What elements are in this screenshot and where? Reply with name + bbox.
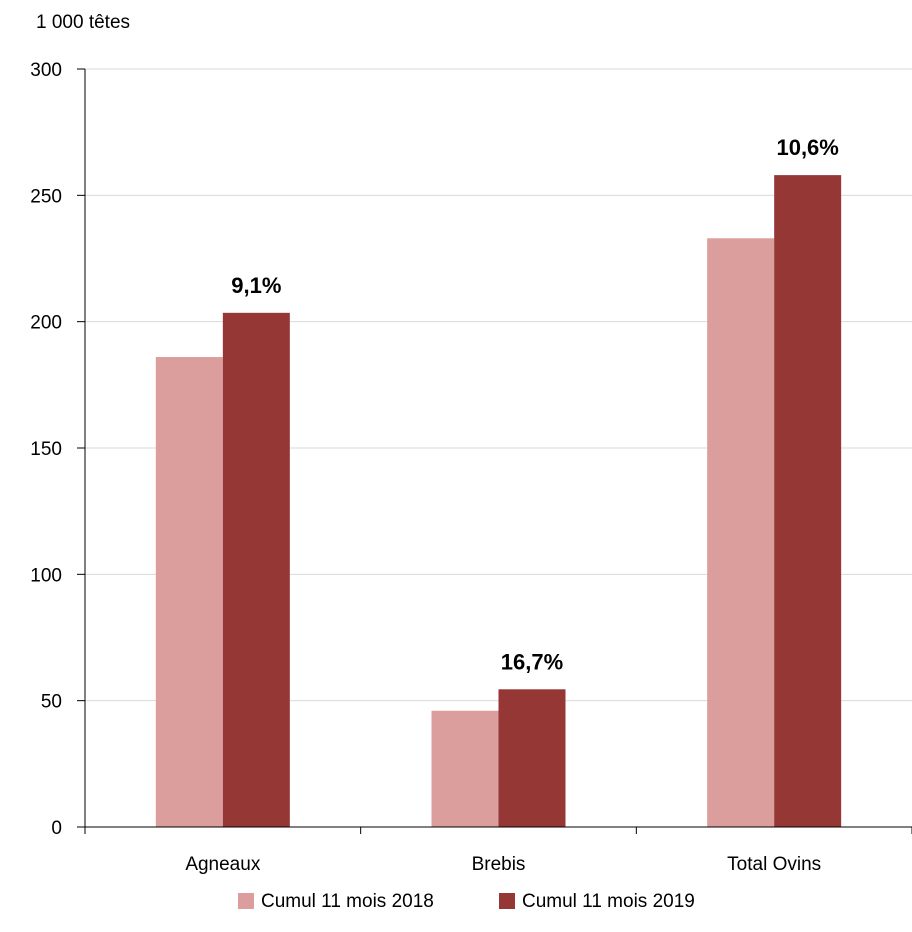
legend-label: Cumul 11 mois 2018 — [261, 891, 434, 912]
legend-swatch — [499, 893, 515, 909]
y-unit-label: 1 000 têtes — [36, 12, 130, 33]
y-tick-label: 0 — [51, 818, 62, 839]
legend-swatch — [238, 893, 254, 909]
bar-2018 — [155, 357, 223, 827]
bar-2019 — [222, 312, 290, 827]
change-label: 9,1% — [231, 273, 281, 298]
legend: Cumul 11 mois 2018 Cumul 11 mois 2019 — [238, 891, 695, 912]
bar-2018 — [431, 710, 499, 827]
x-tick-label: Total Ovins — [727, 854, 821, 875]
x-axis: Agneaux Brebis Total Ovins — [84, 826, 912, 875]
x-tick-label: Brebis — [472, 854, 526, 875]
y-axis: 0 50 100 150 200 250 300 — [30, 60, 86, 839]
y-tick-label: 300 — [30, 60, 62, 81]
change-label: 10,6% — [776, 135, 838, 160]
x-tick-label: Agneaux — [185, 854, 261, 875]
change-labels: 9,1% 16,7% 10,6% — [231, 135, 839, 674]
bar-2019 — [774, 175, 842, 827]
bar-2019 — [498, 689, 566, 827]
y-tick-label: 150 — [30, 439, 62, 460]
bars — [155, 175, 842, 827]
y-tick-label: 50 — [41, 692, 62, 713]
change-label: 16,7% — [501, 649, 563, 674]
y-tick-label: 200 — [30, 313, 62, 334]
legend-label: Cumul 11 mois 2019 — [522, 891, 695, 912]
y-tick-label: 250 — [30, 186, 62, 207]
y-tick-label: 100 — [30, 565, 62, 586]
bar-2018 — [707, 238, 775, 827]
